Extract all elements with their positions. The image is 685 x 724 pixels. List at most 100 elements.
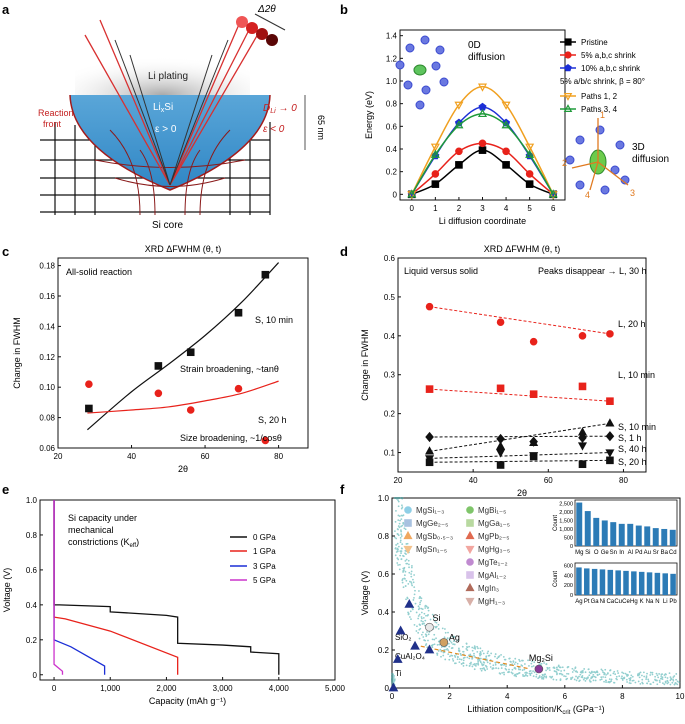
cloud-point	[494, 653, 497, 655]
cloud-point	[410, 582, 413, 585]
cloud-point	[474, 656, 477, 659]
cloud-point	[634, 681, 637, 684]
annot-line-3: constrictions (Keff)	[68, 537, 139, 549]
cloud-point	[560, 672, 562, 675]
series-label-3: S, 1 h	[618, 433, 642, 443]
cloud-point	[451, 658, 454, 660]
series-1-point-2	[529, 390, 538, 398]
cloud-point	[563, 669, 566, 672]
series-4-point-1	[496, 449, 506, 458]
series-2-point-0	[425, 446, 435, 455]
delta-arrow	[254, 13, 286, 31]
cloud-point	[676, 683, 679, 686]
y-tick-label: 0.4	[384, 332, 396, 341]
inset-bottom-bar-5	[615, 570, 621, 595]
inset-top-ytick: 2,500	[559, 501, 573, 507]
cloud-point	[466, 649, 469, 652]
cloud-point	[571, 667, 574, 670]
series-0-point-5	[525, 180, 534, 188]
cloud-point	[494, 655, 496, 658]
cloud-point	[406, 542, 409, 545]
series-1-point-2	[186, 406, 195, 414]
cloud-point	[605, 681, 607, 684]
cloud-point	[456, 658, 459, 661]
x-tick-label: 4	[505, 692, 510, 701]
cloud-point	[658, 681, 661, 683]
cloud-point	[396, 542, 399, 545]
cloud-point	[660, 673, 663, 676]
cloud-point	[609, 674, 612, 677]
diffraction-spot-1	[236, 16, 248, 28]
cloud-point	[676, 680, 679, 683]
lixsi-label: LixSi	[153, 102, 173, 114]
cloud-point	[503, 658, 506, 661]
cloud-point	[589, 680, 592, 683]
cloud-point	[477, 662, 480, 665]
inset-top-ytick: 1,500	[559, 518, 573, 524]
inset-top-cat-3: Ge	[601, 550, 610, 556]
cloud-point	[399, 536, 402, 539]
cloud-point	[623, 676, 626, 679]
cloud-point	[415, 630, 418, 632]
cloud-point	[400, 514, 403, 517]
cloud-point	[489, 666, 492, 668]
inset-top-cat-6: Al	[628, 550, 633, 556]
cloud-point	[541, 677, 544, 680]
cloud-point	[616, 670, 619, 672]
series-3-point-4	[501, 101, 511, 110]
plot-frame	[39, 499, 336, 681]
x-tick-label: 5,000	[325, 684, 346, 693]
cloud-point	[410, 570, 413, 573]
cloud-point	[600, 678, 603, 681]
cloud-point	[460, 654, 463, 657]
inset-bottom-bar-3	[599, 569, 606, 595]
cloud-point	[409, 616, 411, 618]
label-sio2: SiO₂	[395, 633, 411, 642]
cloud-point	[632, 679, 635, 682]
y-tick-label: 0.8	[386, 100, 398, 109]
cloud-point	[413, 574, 416, 576]
inset-bottom-cat-9: Na	[646, 599, 654, 605]
cloud-point	[420, 611, 423, 614]
legend-marker-1	[564, 51, 572, 59]
panel-b: b 0 1 2 3 4 5 6 0 0.2 0.4 0.6 0.8 1.0 1.2 1.4 Li diffus…	[340, 2, 669, 226]
cloud-point	[587, 676, 589, 679]
cloud-point	[660, 677, 663, 680]
cloud-point	[590, 676, 593, 679]
cloud-point	[591, 675, 594, 678]
cloud-point	[402, 522, 405, 525]
series-4-point-3	[577, 442, 588, 451]
cloud-point	[396, 528, 399, 530]
y-axis-label: Change in FWHM	[360, 329, 370, 401]
cloud-point	[413, 586, 416, 589]
series-label-4: S, 40 h	[618, 444, 647, 454]
legend-label-6: MgPb₂₋₅	[478, 532, 509, 541]
cloud-point	[672, 678, 674, 681]
inset-bottom-cat-3: Ni	[600, 599, 606, 605]
x-tick-label: 80	[274, 452, 283, 461]
cloud-point	[532, 675, 535, 678]
cloud-point	[429, 618, 432, 621]
cloud-point	[403, 527, 406, 530]
panel-d: d 20 40 60 80 0.1 0.2 0.3 0.4 0.5 0.6 2θ Change in …	[340, 244, 656, 498]
cloud-point	[444, 631, 447, 634]
y-tick-label: 0.4	[378, 608, 390, 617]
cloud-point	[400, 547, 403, 550]
cloud-point	[443, 636, 446, 639]
cloud-point	[404, 577, 406, 580]
cloud-point	[405, 558, 408, 561]
cloud-point	[471, 657, 474, 660]
cloud-point	[530, 672, 533, 675]
cloud-point	[508, 657, 511, 660]
cloud-point	[580, 670, 583, 673]
cloud-point	[570, 677, 573, 680]
x-tick-label: 2,000	[156, 684, 177, 693]
cloud-point	[485, 666, 488, 668]
legend-marker-2	[564, 63, 572, 72]
cloud-point	[621, 675, 623, 678]
cloud-point	[630, 674, 633, 677]
cloud-point	[555, 678, 558, 681]
cloud-point	[468, 645, 471, 648]
series-4-point-4	[501, 120, 511, 129]
series-5-point-4	[606, 456, 614, 465]
